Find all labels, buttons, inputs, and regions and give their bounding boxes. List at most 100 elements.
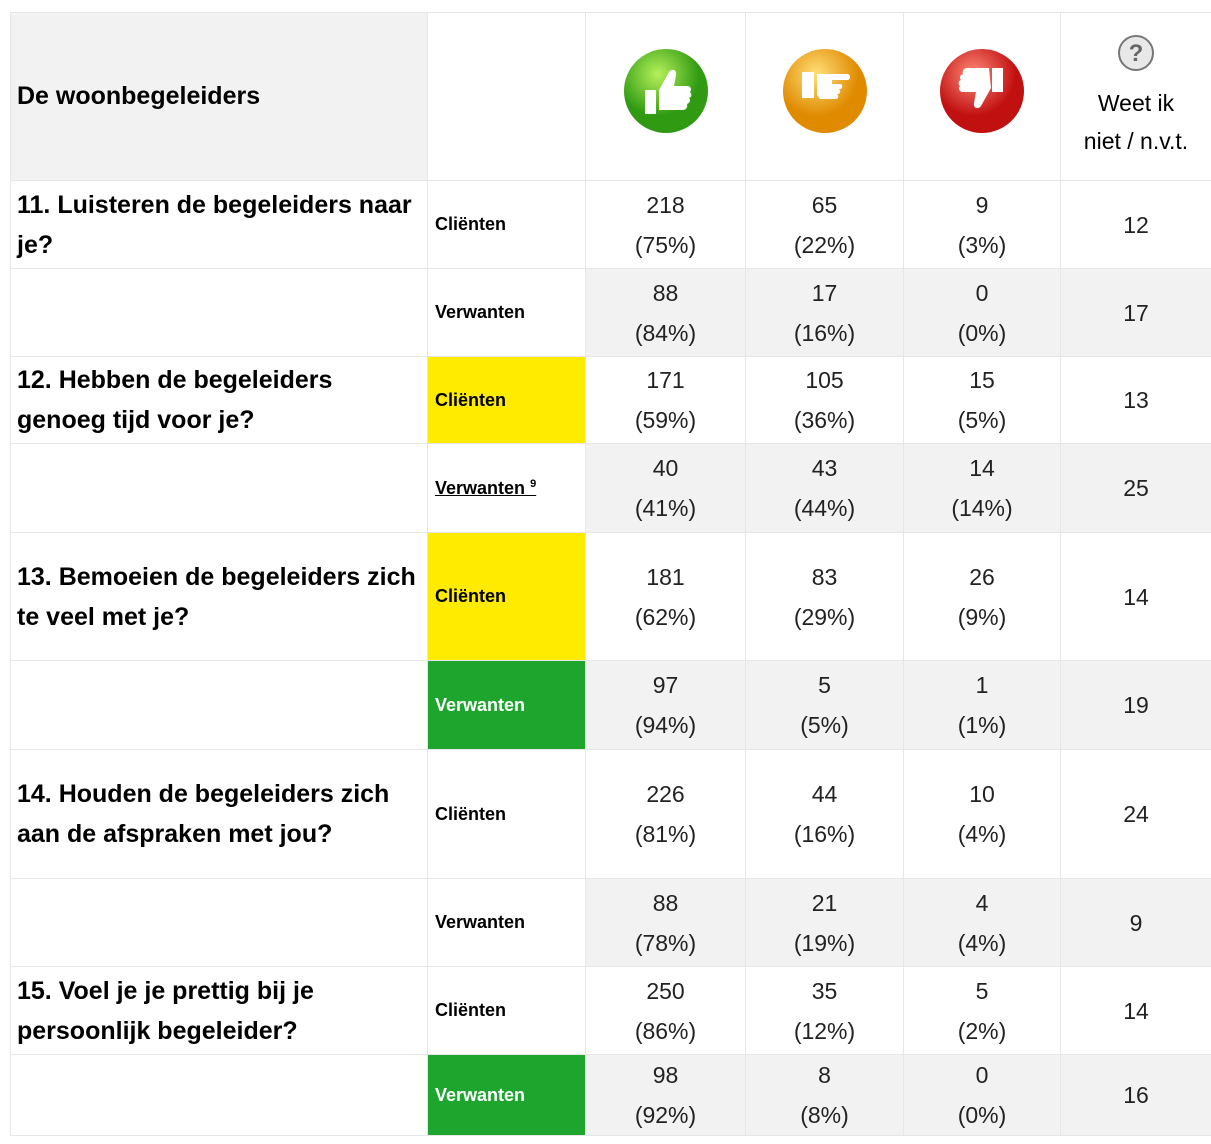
table-row: Verwanten 9 40 (41%) 43 (44%) 14 (14%) 25: [10, 443, 1211, 533]
percentage: (0%): [957, 1102, 1007, 1128]
question-cell: [10, 1054, 428, 1136]
group-label: Cliënten: [435, 214, 507, 234]
count: 5: [975, 977, 989, 1004]
percentage: (36%): [793, 407, 856, 433]
value-cell: 88 (78%): [585, 878, 746, 967]
dontknow-cell: 17: [1060, 268, 1211, 357]
value-cell: 14 (14%): [903, 443, 1061, 533]
dontknow-cell: 19: [1060, 660, 1211, 750]
percentage: (4%): [957, 929, 1007, 956]
value-cell: 181 (62%): [585, 532, 746, 661]
header-dontknow: ? Weet ik niet / n.v.t.: [1060, 12, 1211, 181]
dontknow-cell: 13: [1060, 356, 1211, 444]
group-label: Verwanten: [435, 1084, 526, 1105]
value-cell: 43 (44%): [745, 443, 904, 533]
table-row: 15. Voel je je prettig bij je persoonlij…: [10, 966, 1211, 1055]
group-label: Cliënten: [435, 586, 507, 606]
group-label: Verwanten 9: [435, 477, 537, 498]
count: 43: [811, 455, 838, 481]
value-cell: 65 (22%): [745, 180, 904, 269]
percentage: (5%): [800, 712, 849, 738]
question-cell: [10, 878, 428, 967]
question-cell: [10, 660, 428, 750]
count: 4: [975, 889, 989, 916]
count: 15: [969, 367, 995, 393]
percentage: (4%): [957, 821, 1007, 847]
value-cell: 0 (0%): [903, 1054, 1061, 1136]
group-cell: Verwanten: [427, 1054, 586, 1136]
count: 98: [652, 1062, 679, 1088]
value-cell: 21 (19%): [745, 878, 904, 967]
icon-neutral: [745, 12, 904, 181]
value-cell: 8 (8%): [745, 1054, 904, 1136]
table-row: 13. Bemoeien de begeleiders zich te veel…: [10, 532, 1211, 661]
value-cell: 4 (4%): [903, 878, 1061, 967]
value-cell: 250 (86%): [585, 966, 746, 1055]
question-cell: 14. Houden de begeleiders zich aan de af…: [10, 749, 428, 879]
count: 226: [646, 781, 685, 807]
count: 105: [805, 367, 844, 393]
question-icon: ?: [1118, 35, 1154, 71]
count: 88: [652, 279, 679, 306]
group-cell: Verwanten: [427, 268, 586, 357]
value-cell: 44 (16%): [745, 749, 904, 879]
value-cell: 17 (16%): [745, 268, 904, 357]
count: 0: [975, 279, 989, 306]
percentage: (16%): [793, 821, 856, 847]
group-cell: Cliënten: [427, 180, 586, 269]
percentage: (12%): [793, 1017, 856, 1044]
percentage: (86%): [634, 1017, 697, 1044]
group-cell: Verwanten 9: [427, 443, 586, 533]
svg-text:?: ?: [1129, 40, 1144, 67]
count: 0: [975, 1062, 989, 1088]
question-cell: 12. Hebben de begeleiders genoeg tijd vo…: [10, 356, 428, 444]
group-label: Cliënten: [435, 803, 507, 824]
dontknow-cell: 12: [1060, 180, 1211, 269]
percentage: (3%): [957, 231, 1007, 258]
group-cell: Cliënten: [427, 532, 586, 661]
percentage: (5%): [957, 407, 1007, 433]
value-cell: 0 (0%): [903, 268, 1061, 357]
value-cell: 88 (84%): [585, 268, 746, 357]
table-row: Verwanten 88 (78%) 21 (19%) 4 (4%) 9: [10, 878, 1211, 967]
percentage: (92%): [634, 1102, 697, 1128]
question-cell: 15. Voel je je prettig bij je persoonlij…: [10, 966, 428, 1055]
count: 9: [975, 191, 989, 218]
percentage: (81%): [634, 821, 697, 847]
group-label: Verwanten: [435, 912, 526, 932]
value-cell: 5 (5%): [745, 660, 904, 750]
count: 218: [646, 191, 685, 218]
table-body: De woonbegeleiders ? Weet ik niet / n.v.…: [10, 12, 1211, 1136]
count: 26: [969, 563, 995, 590]
group-cell: Cliënten: [427, 356, 586, 444]
group-label: Cliënten: [435, 1000, 507, 1020]
count: 5: [818, 672, 831, 698]
dontknow-cell: 25: [1060, 443, 1211, 533]
percentage: (0%): [957, 319, 1007, 346]
percentage: (19%): [793, 929, 856, 956]
question-cell: 13. Bemoeien de begeleiders zich te veel…: [10, 532, 428, 661]
count: 97: [652, 672, 679, 698]
percentage: (94%): [634, 712, 697, 738]
percentage: (44%): [793, 495, 856, 521]
count: 8: [818, 1062, 831, 1088]
value-cell: 226 (81%): [585, 749, 746, 879]
value-cell: 105 (36%): [745, 356, 904, 444]
percentage: (75%): [634, 231, 697, 258]
percentage: (16%): [793, 319, 856, 346]
count: 65: [811, 191, 838, 218]
value-cell: 10 (4%): [903, 749, 1061, 879]
count: 250: [646, 977, 685, 1004]
group-label: Cliënten: [435, 389, 507, 410]
dontknow-cell: 14: [1060, 966, 1211, 1055]
value-cell: 98 (92%): [585, 1054, 746, 1136]
percentage: (2%): [957, 1017, 1007, 1044]
count: 35: [811, 977, 838, 1004]
count: 17: [811, 279, 838, 306]
table-row: 14. Houden de begeleiders zich aan de af…: [10, 749, 1211, 879]
count: 44: [811, 781, 838, 807]
percentage: (8%): [800, 1102, 849, 1128]
count: 83: [811, 563, 838, 590]
dontknow-line: Weet ik: [1097, 90, 1175, 116]
